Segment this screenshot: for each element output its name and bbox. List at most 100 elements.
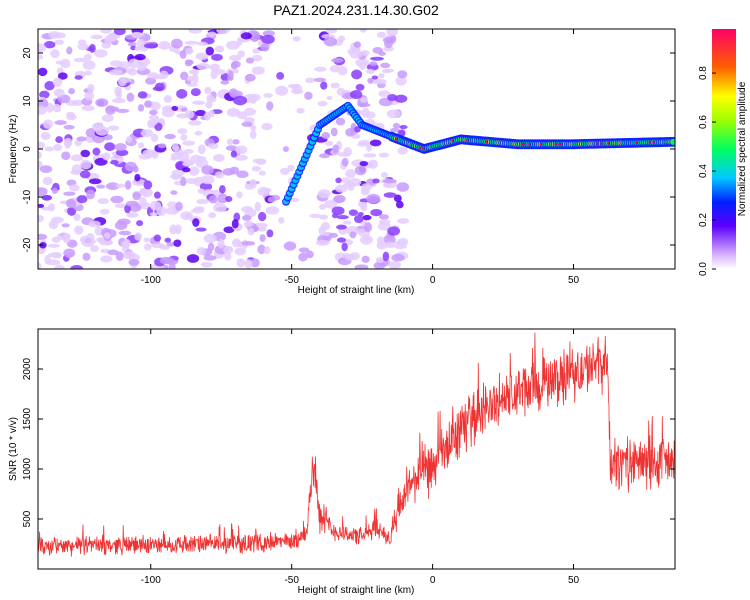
noise-blob: [88, 178, 102, 185]
noise-blob: [227, 70, 234, 80]
y-tick-label: 10: [22, 95, 33, 107]
colorbar-tick-label: 0.4: [698, 164, 709, 178]
noise-blob: [144, 243, 152, 251]
snr-line: [38, 332, 675, 557]
snr-ticks: -100 -50 0 50 500 1000 1500 2000: [22, 329, 675, 586]
noise-blob: [213, 153, 225, 162]
noise-blob: [152, 86, 163, 91]
noise-blob: [159, 245, 170, 250]
noise-blob: [65, 111, 75, 118]
noise-blob: [226, 40, 240, 50]
noise-blob: [369, 139, 382, 147]
noise-blob: [203, 233, 217, 244]
noise-blob: [304, 91, 313, 100]
noise-blob: [318, 203, 326, 211]
noise-blob: [266, 101, 274, 111]
noise-blob: [70, 265, 84, 269]
noise-blob: [377, 222, 391, 231]
noise-blob: [95, 126, 110, 136]
noise-blob: [207, 31, 217, 37]
noise-blob: [359, 235, 373, 245]
colorbar-tick-label: 0.0: [698, 262, 709, 276]
noise-blob: [262, 30, 275, 37]
noise-blob: [195, 109, 206, 117]
noise-blob: [230, 150, 237, 158]
noise-blob: [184, 110, 195, 119]
noise-blob: [193, 206, 205, 211]
noise-blob: [118, 230, 132, 236]
x-tick-label: 50: [568, 275, 580, 286]
noise-blob: [68, 88, 76, 95]
noise-blob: [397, 237, 409, 247]
noise-blob: [196, 41, 208, 46]
noise-blob: [184, 40, 199, 45]
noise-blob: [182, 167, 191, 173]
noise-blob: [213, 203, 227, 213]
noise-blob: [228, 88, 238, 97]
y-tick-label: 0: [22, 146, 33, 152]
noise-blob: [386, 29, 399, 37]
noise-blob: [90, 34, 104, 40]
noise-blob: [380, 62, 391, 69]
noise-blob: [38, 54, 44, 60]
spectrogram-heatmap: [38, 29, 675, 269]
noise-blob: [157, 143, 167, 149]
noise-blob: [338, 35, 346, 43]
noise-blob: [38, 151, 42, 159]
noise-blob: [80, 159, 92, 170]
noise-blob: [318, 226, 326, 236]
noise-blob: [204, 111, 211, 121]
noise-blob: [137, 142, 145, 149]
noise-blob: [105, 182, 120, 191]
noise-blob: [251, 31, 261, 41]
noise-blob: [330, 127, 338, 137]
noise-blob: [331, 206, 345, 216]
noise-blob: [206, 94, 215, 100]
noise-blob: [291, 83, 303, 94]
x-tick-label: -100: [141, 575, 161, 586]
noise-blob: [140, 187, 153, 198]
noise-blob: [186, 161, 195, 166]
noise-blob: [380, 171, 389, 179]
noise-blob: [114, 86, 122, 97]
noise-blob: [252, 48, 261, 54]
noise-blob: [188, 166, 200, 176]
noise-blob: [77, 43, 89, 51]
noise-blob: [395, 200, 404, 209]
noise-blob: [126, 92, 135, 102]
noise-blob: [163, 95, 172, 103]
noise-blob: [134, 232, 143, 241]
noise-blob: [250, 125, 257, 131]
noise-blob: [247, 227, 255, 236]
noise-blob: [54, 120, 67, 126]
noise-blob: [244, 220, 254, 228]
noise-blob: [54, 39, 65, 45]
noise-blob: [241, 206, 253, 213]
noise-blob: [336, 215, 349, 220]
noise-blob: [363, 153, 377, 158]
noise-blob: [114, 220, 128, 230]
noise-blob: [153, 234, 162, 242]
noise-blob: [51, 251, 63, 259]
noise-blob: [298, 247, 310, 253]
colorbar-gradient: [712, 29, 736, 269]
snr-ylabel: SNR (10 * v/v): [8, 417, 19, 481]
noise-blob: [369, 61, 378, 67]
y-tick-label: -10: [22, 189, 33, 204]
noise-blob: [317, 189, 331, 199]
x-tick-label: 0: [430, 275, 436, 286]
x-tick-label: 50: [568, 575, 580, 586]
noise-blob: [137, 91, 148, 99]
noise-blob: [354, 165, 367, 176]
noise-blob: [145, 77, 157, 85]
noise-blob: [362, 214, 372, 221]
noise-blob: [249, 130, 257, 140]
noise-blob: [366, 193, 381, 204]
noise-blob: [365, 111, 376, 119]
noise-blob: [132, 191, 142, 201]
noise-blob: [382, 251, 390, 262]
noise-blob: [375, 79, 387, 85]
noise-blob: [175, 201, 183, 212]
noise-blob: [73, 57, 87, 63]
